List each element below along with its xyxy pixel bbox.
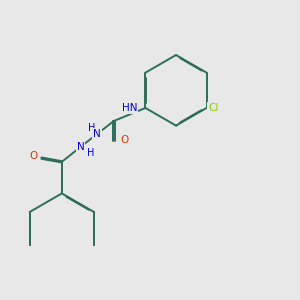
Text: N: N [76,142,84,152]
Text: O: O [120,134,128,145]
Text: H: H [87,148,94,158]
Text: O: O [29,151,38,161]
Text: Cl: Cl [208,103,218,113]
Text: HN: HN [122,103,137,113]
Text: H: H [88,123,95,134]
Text: N: N [93,129,101,139]
